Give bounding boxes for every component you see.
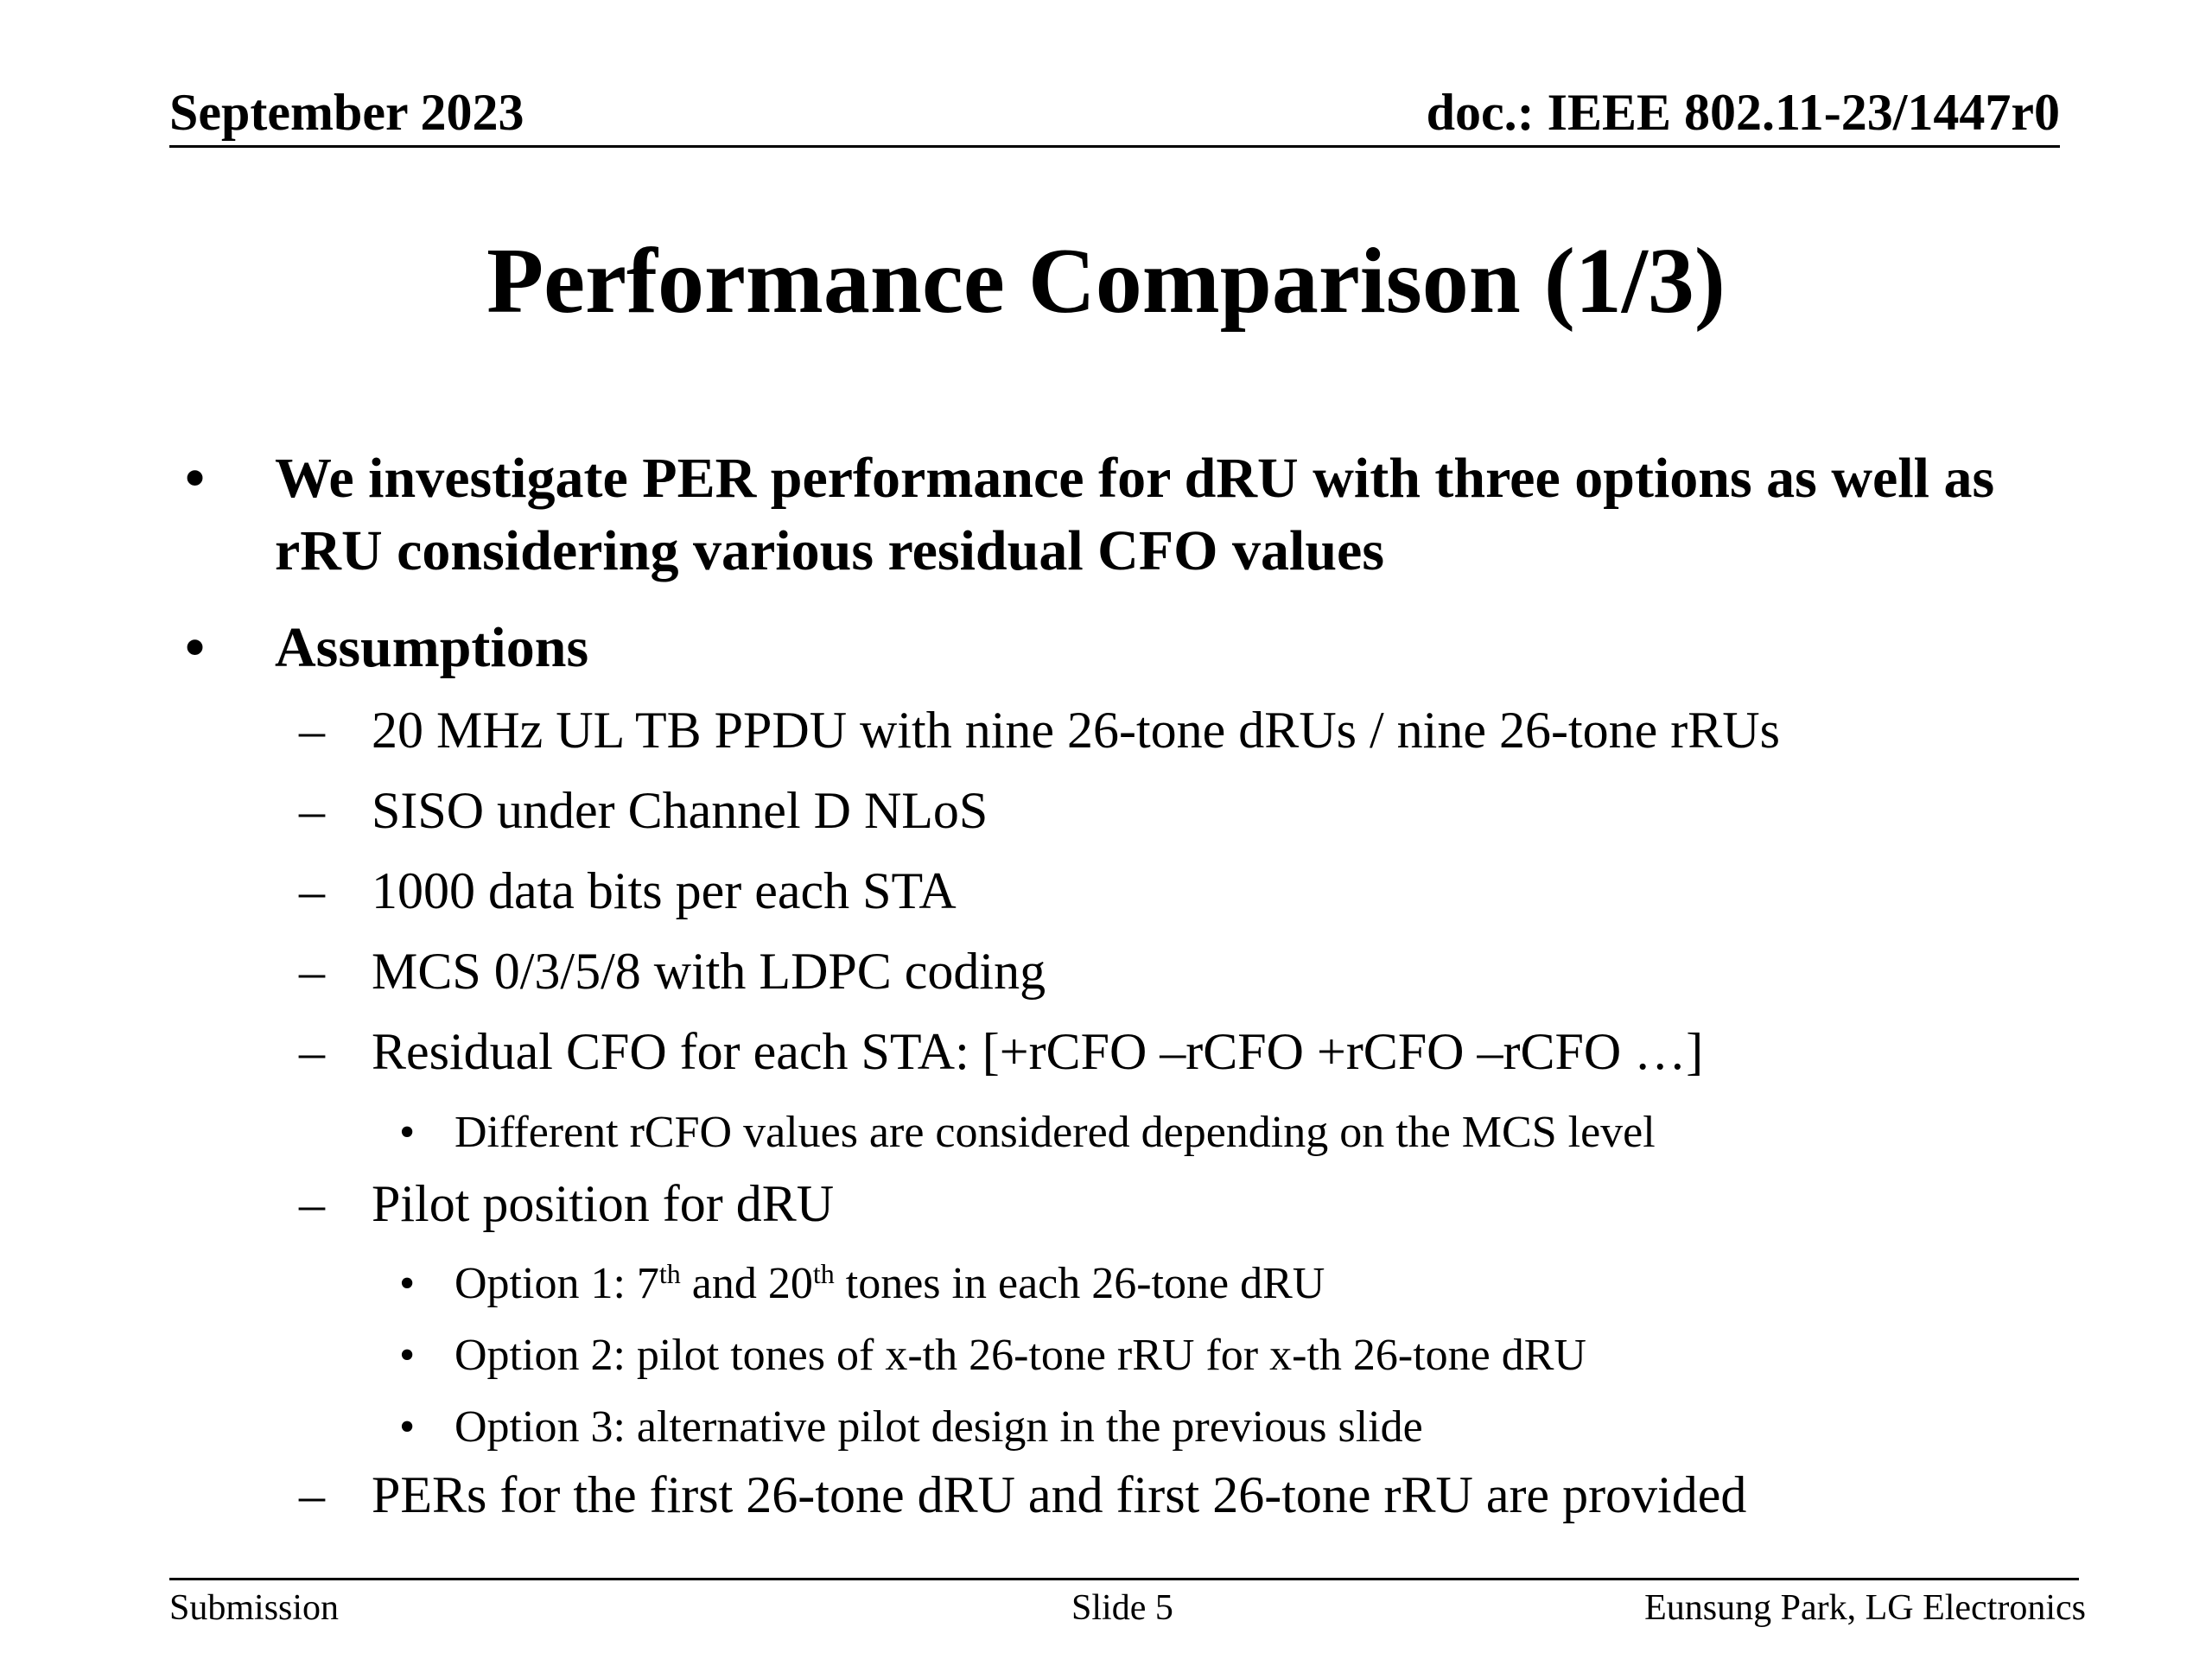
assumption-text: 1000 data bits per each STA xyxy=(372,862,957,919)
sub-bullet-marker: • xyxy=(399,1259,416,1308)
pilot-option-2-text: Option 2: pilot tones of x-th 26-tone rR… xyxy=(454,1331,1586,1380)
assumption-text: Residual CFO for each STA: [+rCFO –rCFO … xyxy=(372,1023,1704,1080)
option1-prefix: Option 1: 7 xyxy=(454,1259,659,1308)
assumption-text: MCS 0/3/5/8 with LDPC coding xyxy=(372,943,1046,1000)
footer-author: Eunsung Park, LG Electronics xyxy=(1644,1588,2086,1628)
header-date: September 2023 xyxy=(169,84,524,141)
option1-suffix: tones in each 26-tone dRU xyxy=(834,1259,1325,1308)
bullet-marker: • xyxy=(185,616,206,679)
option1-superscript-1: th xyxy=(658,1258,681,1289)
sub-bullet-marker: • xyxy=(399,1331,416,1380)
dash-marker: – xyxy=(299,1175,325,1232)
dash-marker: – xyxy=(299,1023,325,1080)
dash-marker: – xyxy=(299,702,325,759)
dash-marker: – xyxy=(299,943,325,1000)
cfo-note-text: Different rCFO values are considered dep… xyxy=(454,1108,1656,1157)
slide-title: Performance Comparison (1/3) xyxy=(486,230,1726,333)
sub-bullet-marker: • xyxy=(399,1402,416,1452)
option1-middle: and 20 xyxy=(680,1259,813,1308)
header-doc-id: doc.: IEEE 802.11-23/1447r0 xyxy=(1426,84,2060,141)
assumption-text: SISO under Channel D NLoS xyxy=(372,782,988,839)
dash-marker: – xyxy=(299,1466,325,1523)
pilot-option-3-text: Option 3: alternative pilot design in th… xyxy=(454,1402,1423,1452)
bullet-marker: • xyxy=(185,447,206,510)
option1-superscript-2: th xyxy=(812,1258,835,1289)
footer-submission: Submission xyxy=(169,1588,340,1628)
footer-slide-number: Slide 5 xyxy=(1071,1588,1173,1628)
sub-bullet-marker: • xyxy=(399,1108,416,1157)
assumption-text: PERs for the first 26-tone dRU and first… xyxy=(372,1466,1747,1523)
assumption-text: 20 MHz UL TB PPDU with nine 26-tone dRUs… xyxy=(372,702,1780,759)
bullet-text: We investigate PER performance for dRU w… xyxy=(275,447,1995,582)
assumption-text: Pilot position for dRU xyxy=(372,1175,835,1232)
footer-divider xyxy=(169,1578,2079,1580)
header-divider xyxy=(169,145,2060,148)
pilot-option-1-text: Option 1: 7th and 20th tones in each 26-… xyxy=(454,1259,1325,1308)
dash-marker: – xyxy=(299,862,325,919)
bullet-text: Assumptions xyxy=(275,616,589,679)
dash-marker: – xyxy=(299,782,325,839)
